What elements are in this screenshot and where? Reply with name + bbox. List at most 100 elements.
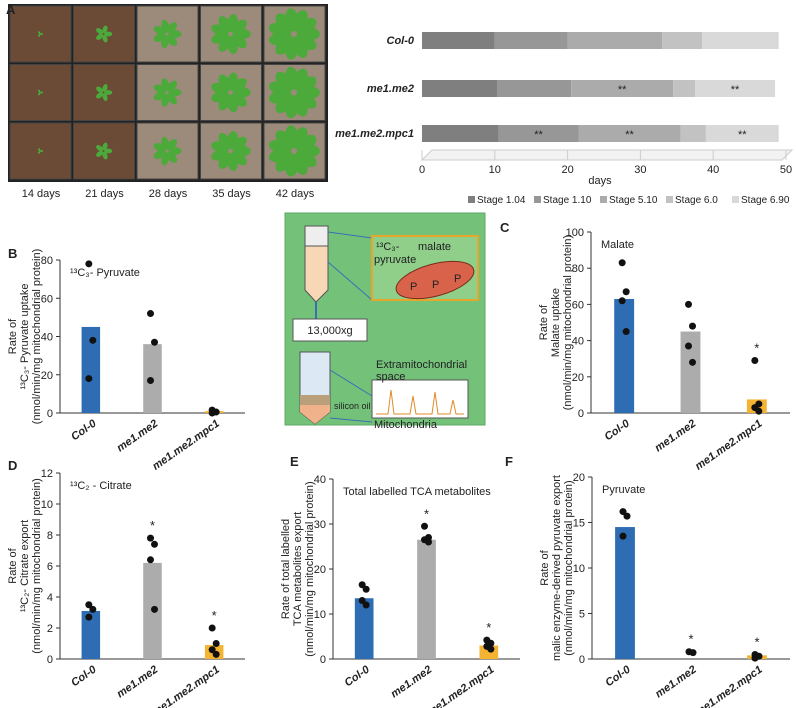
y-tick-label: 20	[314, 564, 326, 576]
panel-label: B	[8, 246, 17, 261]
data-point	[425, 538, 432, 546]
bar-segment	[422, 125, 499, 142]
leaf	[96, 145, 104, 152]
y-tick-label: 5	[579, 609, 585, 621]
y-tick-label: 8	[47, 530, 53, 542]
x-tick-label: 50	[780, 164, 792, 176]
y-tick-label: 0	[579, 654, 585, 666]
y-tick-label: 100	[566, 227, 584, 239]
chart-title: ¹³C₂ - Citrate	[70, 480, 132, 492]
y-tick-label: 60	[572, 299, 584, 311]
y-axis-label: Rate of	[7, 547, 19, 583]
leaf	[96, 33, 104, 40]
y-tick-label: 12	[41, 468, 53, 480]
y-tick-label: 80	[572, 263, 584, 275]
data-point	[89, 336, 97, 344]
mitochondrion	[395, 260, 475, 300]
data-point	[685, 300, 692, 308]
data-point	[147, 556, 154, 564]
bar-segment	[422, 32, 495, 49]
leaf	[38, 89, 41, 93]
data-point	[689, 649, 697, 657]
leaf	[38, 148, 41, 152]
legend-swatch	[732, 196, 739, 203]
panel-label: A	[6, 2, 16, 17]
data-point	[147, 376, 154, 384]
leaf	[40, 91, 44, 94]
carrier-label: P	[432, 279, 439, 291]
leaf	[104, 31, 113, 37]
carrier-label: P	[454, 273, 461, 285]
leaf	[153, 91, 166, 101]
floor	[420, 149, 794, 161]
data-point	[212, 640, 220, 647]
data-point	[151, 540, 158, 548]
arrow	[329, 417, 373, 423]
leaf	[102, 25, 108, 34]
bar	[615, 527, 635, 659]
data-point	[212, 650, 220, 658]
data-point	[85, 375, 93, 383]
y-tick-label: 0	[320, 654, 326, 666]
data-point	[619, 508, 627, 516]
x-tick-label: 10	[489, 164, 501, 176]
data-point	[151, 605, 158, 613]
y-axis-label: ¹³C₃- Pyruvate uptake	[19, 284, 31, 390]
leaf	[231, 19, 247, 34]
pellet	[300, 405, 330, 424]
x-tick-label: 30	[634, 164, 646, 176]
bar-segment	[422, 80, 497, 97]
photo-label: 35 days	[212, 188, 251, 200]
y-axis-label: malic enzyme-derived pyruvate export	[551, 475, 563, 661]
leaf	[38, 31, 41, 35]
panel-label: E	[290, 454, 299, 469]
significance: **	[625, 129, 634, 141]
significance: *	[212, 608, 217, 623]
y-tick-label: 10	[314, 609, 326, 621]
bar-segment	[496, 80, 572, 97]
data-point	[755, 407, 763, 415]
spin-box	[292, 318, 368, 342]
spin-label: 13,000xg	[307, 325, 352, 337]
leaf	[166, 34, 178, 46]
plant-photo	[8, 4, 328, 182]
photo-cell	[136, 64, 199, 121]
significance: *	[754, 341, 759, 356]
leaf	[231, 78, 247, 93]
data-point	[623, 512, 631, 520]
oil-layer	[300, 395, 330, 405]
method-diagram: ¹³C₃- pyruvate malate P P P 13,000xg Ext…	[284, 212, 486, 431]
data-point	[622, 328, 630, 336]
x-tick-label: Col-0	[69, 663, 99, 689]
leaf	[102, 142, 108, 151]
bar-segment	[702, 32, 779, 49]
bar-segment	[498, 125, 579, 142]
space-label: space	[376, 371, 405, 383]
photo-cell	[73, 122, 135, 180]
leaf	[38, 92, 41, 96]
chromatogram-trace	[376, 389, 464, 415]
data-point	[151, 338, 158, 346]
bar-segment	[571, 80, 674, 97]
leaf	[96, 28, 104, 35]
y-axis-label: Rate of	[538, 304, 550, 340]
category-label: me1.me2	[367, 83, 414, 95]
x-tick-label: me1.me2	[115, 664, 160, 701]
x-tick-label: Col-0	[69, 417, 99, 443]
panel-label: F	[505, 454, 513, 469]
y-tick-label: 6	[47, 561, 53, 573]
tube-cap	[304, 225, 329, 247]
y-tick-label: 0	[47, 654, 53, 666]
x-tick-label: me1.me2	[653, 664, 698, 701]
legend-swatch	[600, 196, 607, 203]
photo-cell	[136, 122, 199, 180]
y-axis-label: Rate of	[7, 318, 19, 354]
photo-cell	[200, 5, 262, 63]
data-point	[147, 310, 154, 318]
data-point	[421, 522, 428, 530]
bar-segment	[578, 125, 681, 142]
leaf	[38, 33, 41, 37]
x-tick-label: me1.me2.mpc1	[693, 664, 765, 708]
significance: **	[534, 129, 543, 141]
